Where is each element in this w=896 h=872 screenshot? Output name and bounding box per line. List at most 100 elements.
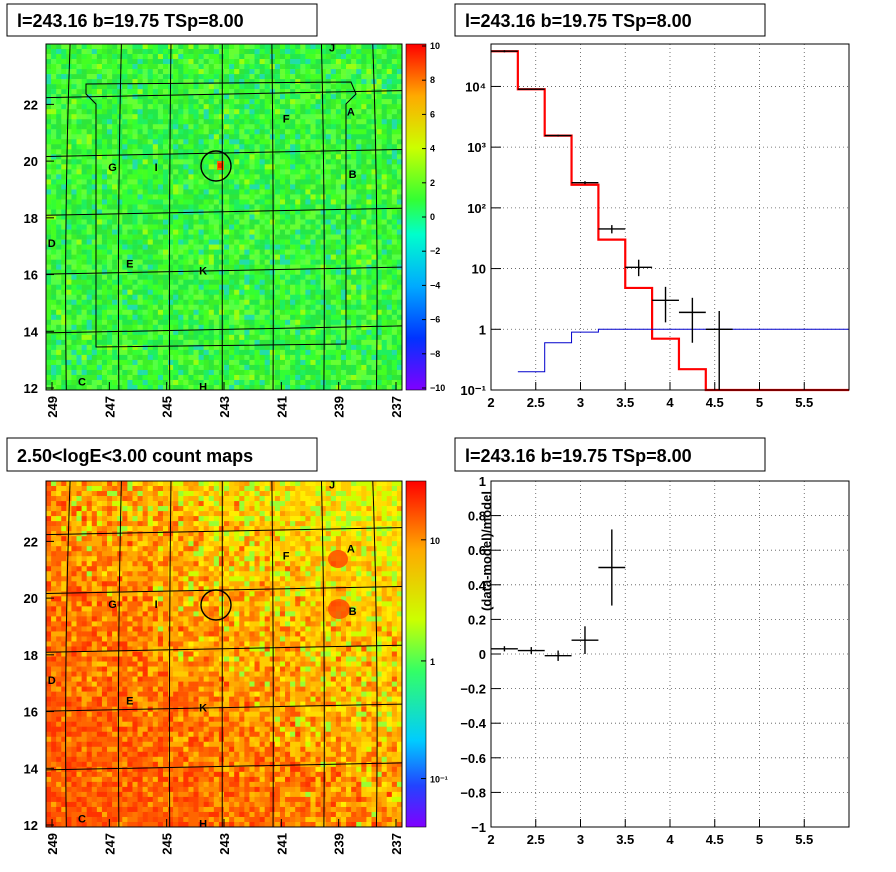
heatmap-cell	[107, 209, 113, 215]
heatmap-cell	[340, 189, 347, 195]
heatmap-cell	[66, 224, 72, 230]
heatmap-cell	[386, 214, 393, 220]
heatmap-cell	[46, 64, 52, 70]
heatmap-cell	[71, 314, 77, 321]
heatmap-cell	[66, 379, 72, 386]
heatmap-cell	[279, 369, 286, 376]
heatmap-cell	[51, 124, 57, 130]
heatmap-cell	[386, 154, 393, 160]
heatmap-cell	[213, 139, 220, 145]
heatmap-cell	[285, 164, 291, 170]
heatmap-cell	[127, 309, 133, 316]
heatmap-cell	[162, 174, 169, 180]
heatmap-cell	[112, 94, 118, 100]
heatmap-cell	[371, 119, 377, 125]
heatmap-cell	[178, 219, 184, 225]
heatmap-cell	[259, 294, 265, 301]
heatmap-cell	[86, 229, 93, 235]
heatmap-cell	[137, 184, 143, 190]
heatmap-cell	[162, 59, 169, 65]
heatmap-cell	[51, 334, 57, 341]
heatmap-cell	[386, 329, 393, 336]
heatmap-cell	[396, 319, 403, 326]
heatmap-cell	[142, 94, 149, 100]
heatmap-cell	[315, 109, 321, 115]
heatmap-cell	[259, 249, 265, 255]
heatmap-cell	[300, 169, 306, 175]
heatmap-cell	[81, 294, 87, 301]
heatmap-cell	[244, 229, 250, 235]
heatmap-cell	[81, 124, 87, 130]
heatmap-cell	[376, 164, 382, 170]
heatmap-cell	[112, 264, 118, 270]
heatmap-cell	[391, 44, 398, 50]
heatmap-cell	[193, 264, 199, 270]
heatmap-cell	[295, 139, 301, 145]
heatmap-cell	[310, 299, 316, 306]
heatmap-cell	[208, 294, 215, 301]
heatmap-cell	[239, 384, 245, 391]
heatmap-cell	[71, 349, 77, 356]
heatmap-cell	[234, 94, 240, 100]
heatmap-cell	[361, 109, 367, 115]
heatmap-cell	[259, 224, 265, 230]
heatmap-cell	[71, 64, 77, 70]
heatmap-cell	[259, 314, 265, 321]
heatmap-cell	[274, 174, 281, 180]
heatmap-cell	[122, 139, 128, 145]
heatmap-cell	[76, 149, 82, 155]
heatmap-cell	[198, 364, 204, 371]
heatmap-cell	[269, 344, 276, 351]
heatmap-cell	[122, 159, 128, 165]
heatmap-cell	[396, 124, 403, 130]
heatmap-cell	[259, 89, 265, 95]
heatmap-cell	[269, 374, 276, 381]
heatmap-cell	[162, 379, 169, 386]
heatmap-cell	[371, 274, 377, 280]
source-label: I	[155, 162, 158, 174]
heatmap-cell	[381, 294, 388, 301]
heatmap-cell	[183, 159, 189, 165]
heatmap-cell	[315, 159, 321, 165]
heatmap-cell	[259, 109, 265, 115]
heatmap-cell	[229, 154, 235, 160]
heatmap-cell	[371, 239, 377, 245]
heatmap-cell	[361, 54, 367, 60]
heatmap-cell	[229, 259, 235, 265]
heatmap-cell	[386, 359, 393, 366]
heatmap-cell	[300, 89, 306, 95]
heatmap-cell	[234, 119, 240, 125]
heatmap-cell	[381, 274, 388, 280]
heatmap-cell	[157, 384, 164, 391]
heatmap-cell	[320, 244, 327, 250]
heatmap-cell	[356, 374, 362, 381]
heatmap-cell	[346, 199, 352, 205]
heatmap-cell	[112, 69, 118, 75]
heatmap-cell	[285, 169, 291, 175]
heatmap-cell	[203, 144, 210, 150]
heatmap-cell	[178, 194, 184, 200]
heatmap-cell	[127, 249, 133, 255]
heatmap-cell	[376, 114, 382, 120]
heatmap-cell	[96, 279, 103, 285]
heatmap-cell	[234, 214, 240, 220]
heatmap-cell	[56, 289, 62, 296]
heatmap-cell	[107, 374, 113, 381]
heatmap-cell	[224, 359, 230, 366]
heatmap-cell	[315, 359, 321, 366]
heatmap-cell	[391, 194, 398, 200]
heatmap-cell	[193, 279, 199, 285]
heatmap-cell	[269, 174, 276, 180]
heatmap-cell	[208, 199, 215, 205]
heatmap-cell	[239, 244, 245, 250]
heatmap-cell	[122, 234, 128, 240]
heatmap-cell	[218, 359, 225, 366]
heatmap-cell	[137, 174, 143, 180]
heatmap-cell	[142, 114, 149, 120]
heatmap-cell	[300, 99, 306, 105]
heatmap-cell	[285, 379, 291, 386]
heatmap-cell	[101, 49, 108, 55]
heatmap-cell	[351, 249, 357, 255]
heatmap-cell	[366, 114, 372, 120]
heatmap-cell	[96, 259, 103, 265]
